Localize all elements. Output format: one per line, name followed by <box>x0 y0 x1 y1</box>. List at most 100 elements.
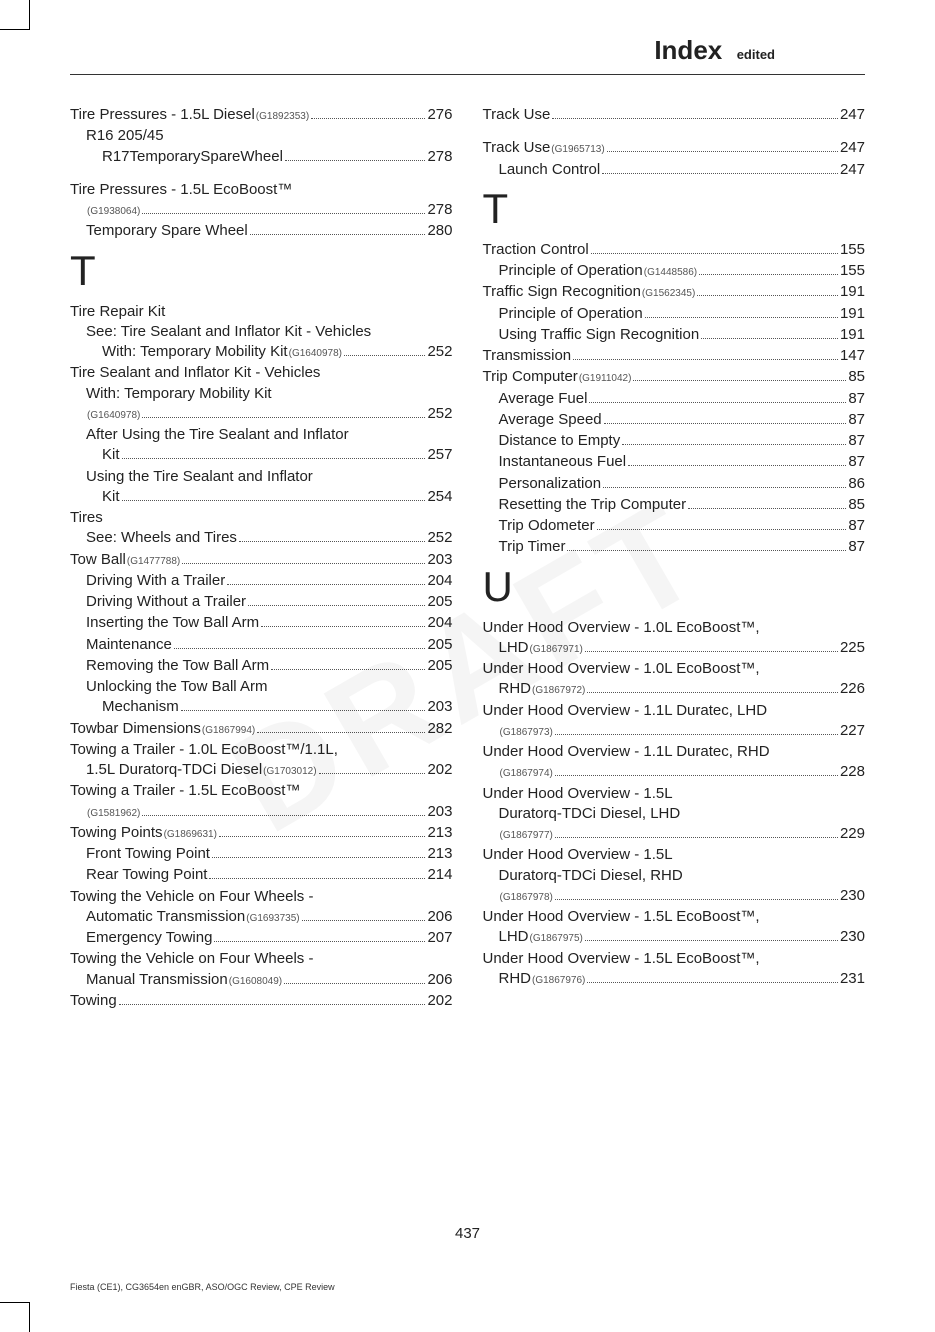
entry-label: Trip Timer <box>499 537 566 557</box>
entry-page: 203 <box>427 802 452 822</box>
index-entry: Inserting the Tow Ball Arm204 <box>70 613 453 633</box>
entry-page: 205 <box>427 635 452 655</box>
entry-page: 205 <box>427 592 452 612</box>
leader-dots <box>219 836 426 837</box>
entry-page: 205 <box>427 656 452 676</box>
spacer <box>483 126 866 138</box>
entry-code: (G1867974) <box>500 767 553 781</box>
entry-page: 204 <box>427 571 452 591</box>
entry-page: 252 <box>427 342 452 362</box>
index-entry: Average Fuel87 <box>483 389 866 409</box>
entry-label: Towbar Dimensions <box>70 719 201 739</box>
leader-dots <box>142 213 425 214</box>
entry-label: Maintenance <box>86 635 172 655</box>
entry-code: (G1640978) <box>289 347 342 361</box>
index-entry: Track Use(G1965713)247 <box>483 138 866 158</box>
leader-dots <box>633 380 846 381</box>
entry-label: Track Use <box>483 138 551 158</box>
index-entry: LHD(G1867975)230 <box>483 927 866 947</box>
index-text-line: With: Temporary Mobility Kit <box>70 384 453 404</box>
index-entry: (G1867978)230 <box>483 886 866 906</box>
leader-dots <box>555 775 838 776</box>
entry-label: 1.5L Duratorq-TDCi Diesel <box>86 760 262 780</box>
entry-label: Kit <box>102 487 120 507</box>
index-entry: Tow Ball(G1477788)203 <box>70 550 453 570</box>
index-text-line: Tire Pressures - 1.5L EcoBoost™ <box>70 180 453 200</box>
leader-dots <box>699 274 838 275</box>
entry-label: Towing Points <box>70 823 163 843</box>
entry-code: (G1867994) <box>202 724 255 738</box>
index-entry: Traffic Sign Recognition(G1562345)191 <box>483 282 866 302</box>
index-entry: RHD(G1867972)226 <box>483 679 866 699</box>
index-entry: Personalization86 <box>483 474 866 494</box>
entry-page: 207 <box>427 928 452 948</box>
leader-dots <box>555 734 838 735</box>
leader-dots <box>119 1004 426 1005</box>
leader-dots <box>250 234 426 235</box>
index-entry: Traction Control155 <box>483 240 866 260</box>
entry-page: 85 <box>848 495 865 515</box>
header-sub: edited <box>737 47 775 62</box>
leader-dots <box>248 605 425 606</box>
index-entry: Driving Without a Trailer 205 <box>70 592 453 612</box>
index-text-line: After Using the Tire Sealant and Inflato… <box>70 425 453 445</box>
leader-dots <box>645 317 838 318</box>
entry-page: 226 <box>840 679 865 699</box>
index-entry: Automatic Transmission(G1693735)206 <box>70 907 453 927</box>
entry-page: 147 <box>840 346 865 366</box>
entry-page: 191 <box>840 282 865 302</box>
entry-page: 85 <box>848 367 865 387</box>
page-number: 437 <box>0 1225 935 1242</box>
entry-code: (G1867976) <box>532 974 585 988</box>
entry-label: Driving Without a Trailer <box>86 592 246 612</box>
index-text-line: Under Hood Overview - 1.1L Duratec, RHD <box>483 742 866 762</box>
leader-dots <box>284 983 425 984</box>
entry-code: (G1911042) <box>579 372 632 386</box>
entry-label: Towing <box>70 991 117 1011</box>
entry-page: 203 <box>427 550 452 570</box>
index-entry: Average Speed87 <box>483 410 866 430</box>
entry-page: 206 <box>427 970 452 990</box>
leader-dots <box>587 982 838 983</box>
entry-label: Temporary Spare Wheel <box>86 221 248 241</box>
index-entry: Kit257 <box>70 445 453 465</box>
entry-page: 202 <box>427 760 452 780</box>
entry-label: RHD <box>499 679 532 699</box>
index-entry: Using Traffic Sign Recognition191 <box>483 325 866 345</box>
leader-dots <box>227 584 425 585</box>
entry-label: R17TemporarySpareWheel <box>102 147 283 167</box>
leader-dots <box>607 151 838 152</box>
entry-page: 191 <box>840 304 865 324</box>
index-entry: (G1867973)227 <box>483 721 866 741</box>
index-text-line: Under Hood Overview - 1.0L EcoBoost™, <box>483 618 866 638</box>
leader-dots <box>181 710 426 711</box>
entry-label: Mechanism <box>102 697 179 717</box>
entry-page: 231 <box>840 969 865 989</box>
entry-label: Personalization <box>499 474 602 494</box>
index-entry: Launch Control247 <box>483 160 866 180</box>
leader-dots <box>214 941 425 942</box>
entry-code: (G1867978) <box>500 891 553 905</box>
entry-page: 278 <box>427 147 452 167</box>
index-entry: Transmission147 <box>483 346 866 366</box>
index-text-line: Towing the Vehicle on Four Wheels - <box>70 949 453 969</box>
index-text-line: Using the Tire Sealant and Inflator <box>70 467 453 487</box>
index-columns: Tire Pressures - 1.5L Diesel(G1892353)27… <box>0 105 935 1012</box>
entry-label: LHD <box>499 927 529 947</box>
index-entry: Temporary Spare Wheel280 <box>70 221 453 241</box>
leader-dots <box>555 899 838 900</box>
entry-label: Using Traffic Sign Recognition <box>499 325 700 345</box>
entry-label: Kit <box>102 445 120 465</box>
index-text-line: Under Hood Overview - 1.5L EcoBoost™, <box>483 949 866 969</box>
index-entry: Tire Pressures - 1.5L Diesel(G1892353)27… <box>70 105 453 125</box>
entry-label: RHD <box>499 969 532 989</box>
leader-dots <box>573 359 838 360</box>
entry-label: Removing the Tow Ball Arm <box>86 656 269 676</box>
entry-code: (G1640978) <box>87 409 140 423</box>
entry-page: 87 <box>848 537 865 557</box>
entry-code: (G1693735) <box>246 912 299 926</box>
leader-dots <box>122 458 426 459</box>
index-text-line: Towing a Trailer - 1.0L EcoBoost™/1.1L, <box>70 740 453 760</box>
index-entry: (G1640978)252 <box>70 404 453 424</box>
index-text-line: Duratorq-TDCi Diesel, LHD <box>483 804 866 824</box>
